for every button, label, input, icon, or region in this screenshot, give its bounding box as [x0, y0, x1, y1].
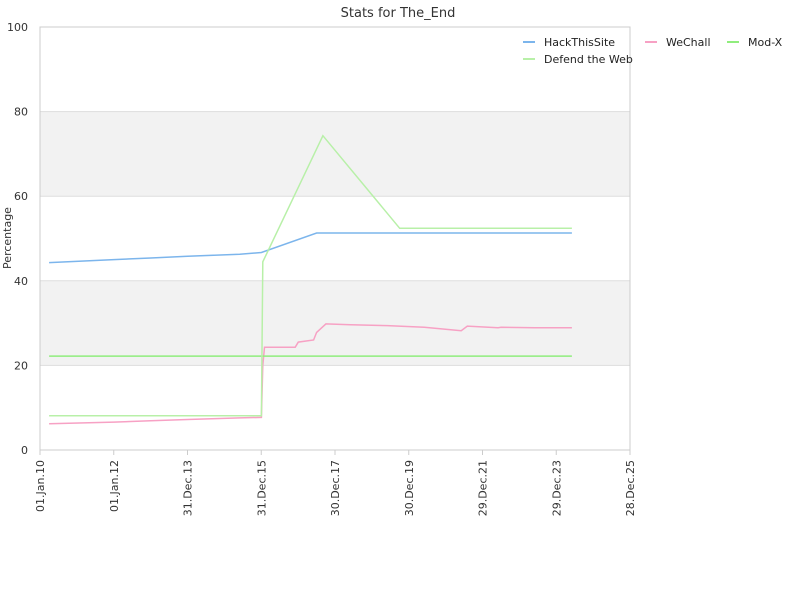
x-tick-label: 30.Dec.17	[329, 460, 342, 516]
x-axis-ticks: 01.Jan.10 01.Jan.12 31.Dec.13 31.Dec.15 30.D…	[34, 450, 637, 516]
series-line-wechall	[49, 323, 572, 425]
y-axis-label: Percentage	[1, 207, 14, 269]
series-line-defend-the-web	[49, 134, 572, 417]
y-tick-label: 80	[14, 106, 28, 119]
x-tick-label: 28.Dec.25	[624, 460, 637, 516]
y-tick-label: 60	[14, 190, 28, 203]
x-tick-label: 01.Jan.12	[108, 460, 121, 512]
y-tick-label: 40	[14, 275, 28, 288]
y-tick-label: 0	[21, 444, 28, 457]
legend-item-label: HackThisSite	[544, 36, 615, 49]
plot-area-border	[39, 26, 631, 451]
legend-item-label: Mod-X	[748, 36, 783, 49]
x-tick-label: 31.Dec.15	[255, 460, 268, 516]
chart-title: Stats for The_End	[341, 6, 456, 21]
plot-band-0	[40, 280, 630, 366]
plot-bands	[40, 111, 630, 366]
legend: HackThisSite WeChall Mod-X Defend the Web	[523, 36, 783, 66]
x-tick-label: 01.Jan.10	[34, 460, 47, 512]
x-tick-label: 29.Dec.23	[550, 460, 563, 516]
y-axis-ticks: 0 20 40 60 80 100	[7, 21, 28, 457]
legend-item-label: WeChall	[666, 36, 711, 49]
legend-item-label: Defend the Web	[544, 53, 633, 66]
x-tick-label: 30.Dec.19	[403, 460, 416, 516]
x-tick-label: 29.Dec.21	[477, 460, 490, 516]
y-tick-label: 100	[7, 21, 28, 34]
series-line-hackthissite	[49, 232, 572, 264]
y-tick-label: 20	[14, 359, 28, 372]
series-lines	[49, 134, 572, 425]
plot-band-1	[40, 111, 630, 197]
x-tick-label: 31.Dec.13	[182, 460, 195, 516]
grid-lines	[40, 26, 630, 451]
